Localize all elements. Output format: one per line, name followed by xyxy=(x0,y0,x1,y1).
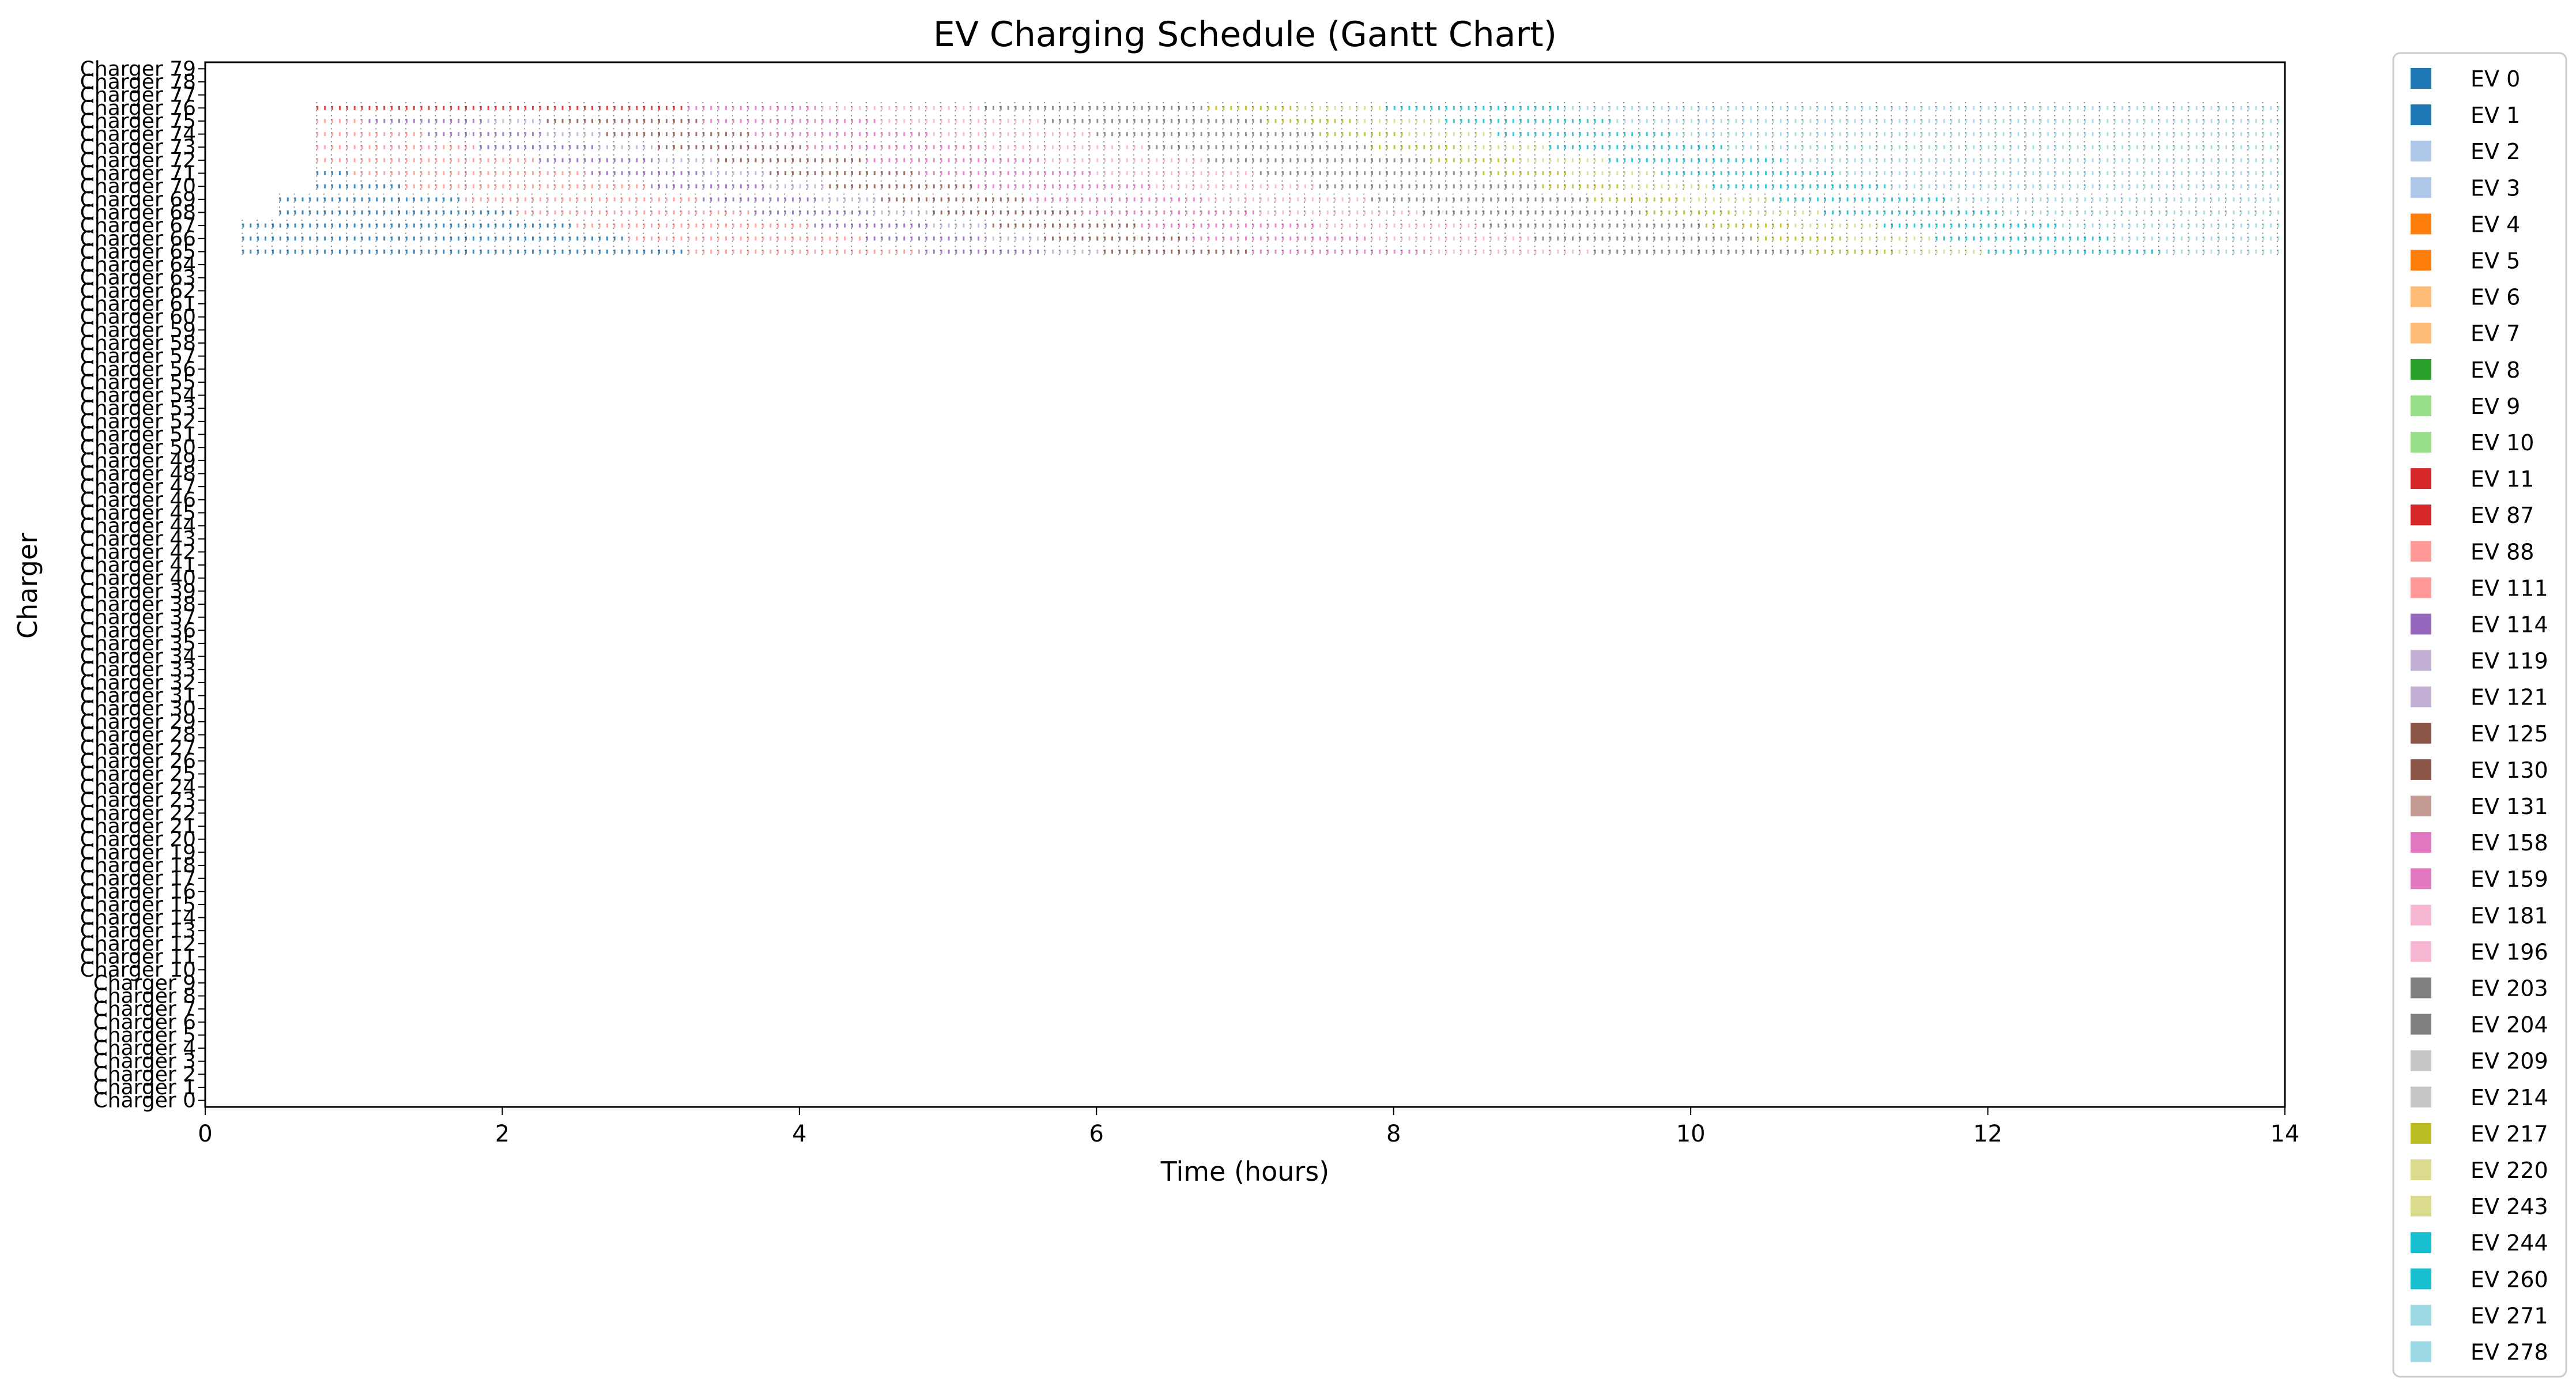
y-tick-label: Charger 32 xyxy=(80,671,196,695)
charging-session xyxy=(316,128,2282,140)
y-tick-label: Charger 10 xyxy=(80,958,196,982)
y-tick-label: Charger 5 xyxy=(93,1023,196,1047)
y-tick-label: Charger 54 xyxy=(80,384,196,408)
y-tick-label: Charger 22 xyxy=(80,801,196,825)
y-tick-label: Charger 46 xyxy=(80,488,196,512)
y-tick-label: Charger 71 xyxy=(80,162,196,186)
y-tick-label: Charger 59 xyxy=(80,318,196,342)
chart-title: EV Charging Schedule (Gantt Chart) xyxy=(933,14,1557,55)
y-tick-label: Charger 66 xyxy=(80,227,196,251)
y-tick-label: Charger 29 xyxy=(80,710,196,734)
y-tick-label: Charger 47 xyxy=(80,475,196,499)
y-tick-label: Charger 67 xyxy=(80,214,196,238)
y-tick-label: Charger 61 xyxy=(80,292,196,316)
y-tick-label: Charger 49 xyxy=(80,449,196,473)
charging-session xyxy=(242,232,2282,244)
y-tick-label: Charger 42 xyxy=(80,540,196,564)
y-tick-label: Charger 28 xyxy=(80,723,196,747)
charging-session xyxy=(316,180,2282,193)
y-tick-label: Charger 6 xyxy=(93,1011,196,1034)
y-tick-label: Charger 23 xyxy=(80,789,196,812)
y-tick-label: Charger 30 xyxy=(80,697,196,721)
y-tick-label: Charger 64 xyxy=(80,253,196,277)
y-tick-label: Charger 2 xyxy=(93,1063,196,1086)
charging-sessions xyxy=(242,102,2285,258)
plot-background xyxy=(205,62,2285,1107)
y-tick-label: Charger 0 xyxy=(93,1089,196,1113)
y-tick-label: Charger 16 xyxy=(80,880,196,903)
y-tick-label: Charger 8 xyxy=(93,984,196,1008)
y-tick-label: Charger 15 xyxy=(80,893,196,917)
y-tick-label: Charger 55 xyxy=(80,371,196,394)
charging-session xyxy=(278,193,2285,206)
charging-session xyxy=(316,154,2282,167)
charging-session xyxy=(278,206,2285,219)
y-tick-label: Charger 18 xyxy=(80,854,196,877)
y-tick-label: Charger 48 xyxy=(80,462,196,485)
y-tick-label: Charger 39 xyxy=(80,579,196,603)
y-tick-label: Charger 41 xyxy=(80,553,196,577)
y-tick-label: Charger 35 xyxy=(80,632,196,656)
y-tick-label: Charger 7 xyxy=(93,997,196,1021)
y-tick-label: Charger 26 xyxy=(80,749,196,773)
y-tick-label: Charger 65 xyxy=(80,240,196,263)
y-tick-label: Charger 52 xyxy=(80,410,196,434)
y-tick-label: Charger 17 xyxy=(80,867,196,891)
y-tick-label: Charger 24 xyxy=(80,775,196,799)
charging-session xyxy=(316,141,2282,153)
y-tick-label: Charger 53 xyxy=(80,397,196,420)
y-tick-label: Charger 51 xyxy=(80,423,196,447)
y-tick-label: Charger 56 xyxy=(80,357,196,381)
y-tick-label: Charger 3 xyxy=(93,1050,196,1073)
y-tick-label: Charger 34 xyxy=(80,645,196,669)
y-tick-label: Charger 31 xyxy=(80,684,196,708)
y-tick-label: Charger 50 xyxy=(80,436,196,459)
charging-session xyxy=(242,219,2282,232)
y-tick-label: Charger 58 xyxy=(80,332,196,355)
y-tick-label: Charger 9 xyxy=(93,971,196,995)
y-tick-label: Charger 25 xyxy=(80,762,196,786)
y-tick-label: Charger 14 xyxy=(80,906,196,930)
y-tick-label: Charger 13 xyxy=(80,919,196,943)
y-tick-label: Charger 68 xyxy=(80,201,196,224)
y-tick-label: Charger 70 xyxy=(80,175,196,198)
y-tick-label: Charger 1 xyxy=(93,1076,196,1099)
y-tick-label: Charger 21 xyxy=(80,815,196,838)
y-tick-label: Charger 62 xyxy=(80,279,196,303)
y-tick-label: Charger 19 xyxy=(80,841,196,864)
y-tick-label: Charger 20 xyxy=(80,828,196,852)
y-tick-label: Charger 69 xyxy=(80,188,196,212)
y-tick-label: Charger 38 xyxy=(80,593,196,616)
y-tick-label: Charger 4 xyxy=(93,1037,196,1060)
y-tick-label: Charger 63 xyxy=(80,266,196,290)
charging-session xyxy=(316,115,2282,127)
y-tick-label: Charger 33 xyxy=(80,658,196,681)
charging-session xyxy=(316,167,2282,179)
y-tick-label: Charger 37 xyxy=(80,606,196,630)
charging-session xyxy=(316,102,2282,114)
y-tick-label: Charger 11 xyxy=(80,945,196,969)
y-tick-label: Charger 57 xyxy=(80,345,196,368)
y-tick-label: Charger 60 xyxy=(80,306,196,329)
y-tick-label: Charger 27 xyxy=(80,736,196,760)
y-tick-label: Charger 40 xyxy=(80,567,196,590)
y-tick-label: Charger 44 xyxy=(80,514,196,538)
y-tick-label: Charger 36 xyxy=(80,619,196,642)
y-tick-label: Charger 43 xyxy=(80,528,196,551)
y-tick-label: Charger 45 xyxy=(80,501,196,525)
charging-session xyxy=(242,246,2282,258)
y-tick-label: Charger 12 xyxy=(80,932,196,956)
